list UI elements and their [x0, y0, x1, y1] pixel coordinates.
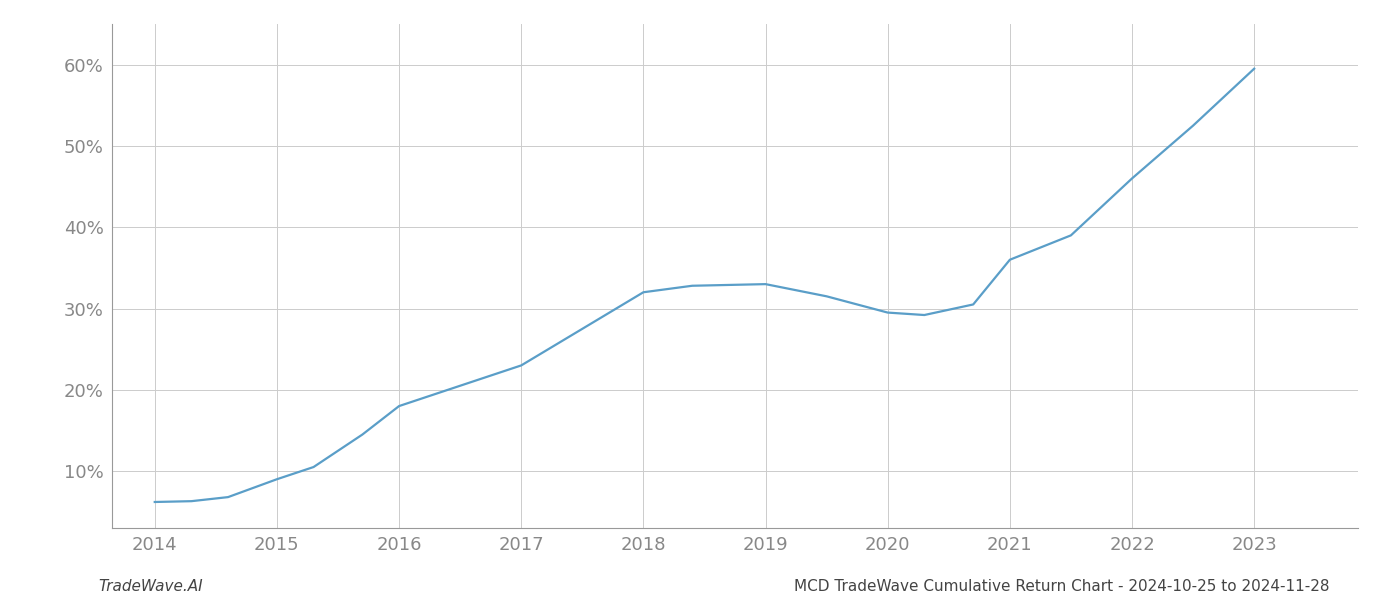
Text: MCD TradeWave Cumulative Return Chart - 2024-10-25 to 2024-11-28: MCD TradeWave Cumulative Return Chart - … — [795, 579, 1330, 594]
Text: TradeWave.AI: TradeWave.AI — [98, 579, 203, 594]
